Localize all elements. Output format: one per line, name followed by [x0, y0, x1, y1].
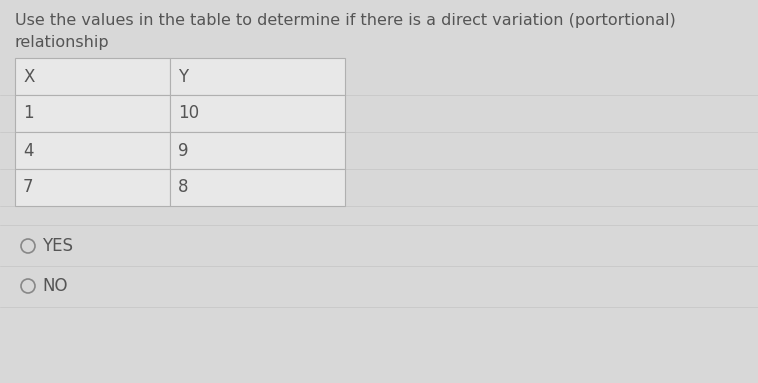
- Text: Use the values in the table to determine if there is a direct variation (portort: Use the values in the table to determine…: [15, 13, 675, 28]
- Bar: [170, 132, 345, 169]
- Text: 1: 1: [23, 105, 33, 123]
- Bar: [15, 169, 170, 206]
- Bar: [170, 58, 345, 95]
- Text: 7: 7: [23, 178, 33, 196]
- Text: YES: YES: [42, 237, 73, 255]
- Text: NO: NO: [42, 277, 67, 295]
- Text: 4: 4: [23, 141, 33, 159]
- Text: 10: 10: [178, 105, 199, 123]
- Bar: [170, 95, 345, 132]
- Text: Y: Y: [178, 67, 188, 85]
- Text: relationship: relationship: [15, 35, 110, 50]
- Text: 8: 8: [178, 178, 189, 196]
- Bar: [15, 132, 170, 169]
- Bar: [15, 58, 170, 95]
- Bar: [170, 169, 345, 206]
- Bar: [15, 95, 170, 132]
- Text: X: X: [23, 67, 34, 85]
- Text: 9: 9: [178, 141, 189, 159]
